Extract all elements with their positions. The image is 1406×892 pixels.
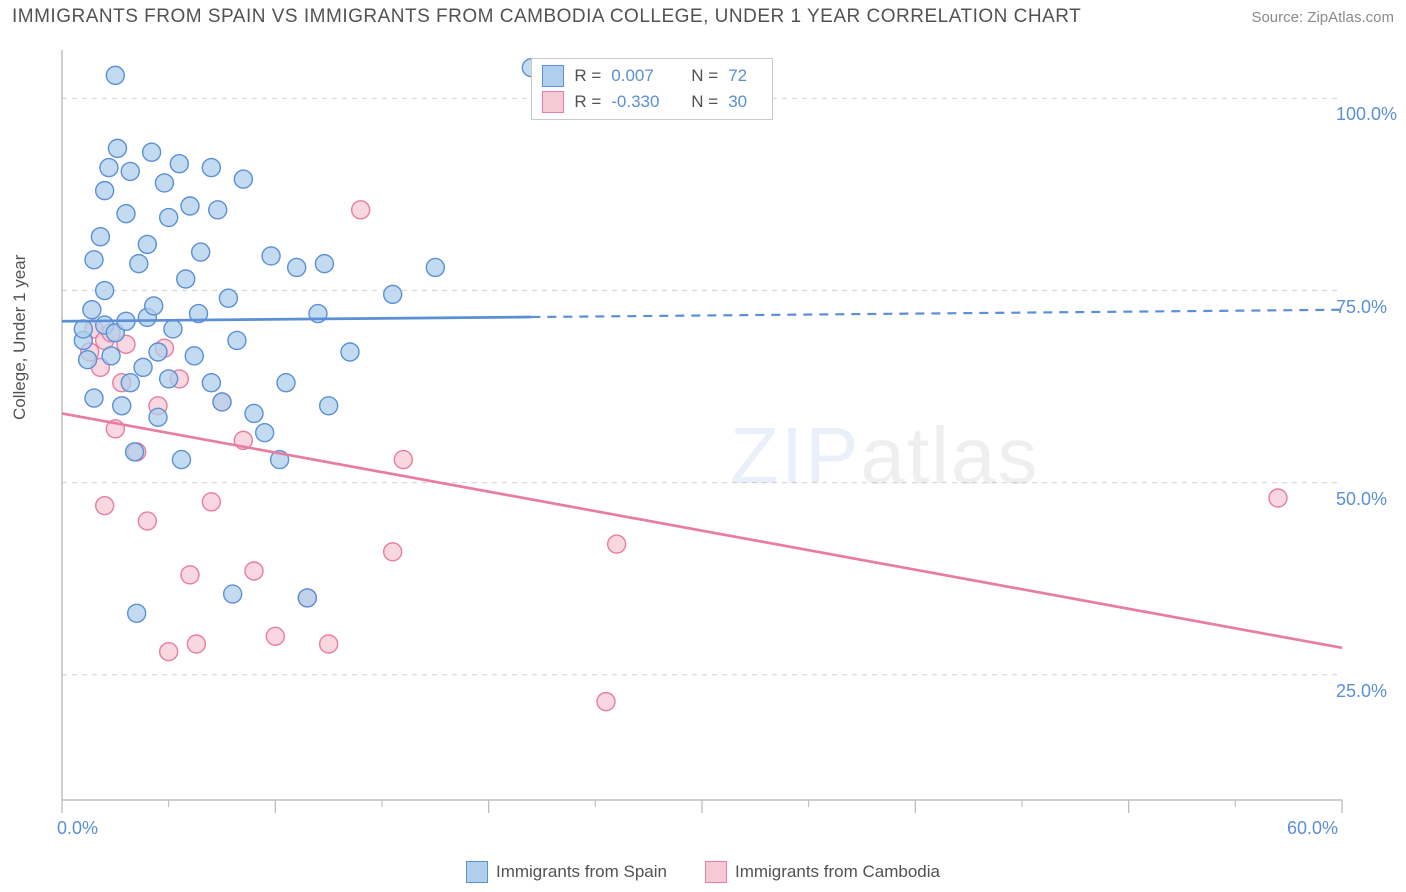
r-value: 0.007 <box>611 66 681 86</box>
r-label: R = <box>574 66 601 86</box>
y-tick-label: 100.0% <box>1336 104 1397 125</box>
y-tick-label: 50.0% <box>1336 489 1387 510</box>
n-value: 30 <box>728 92 762 112</box>
legend-cambodia: Immigrants from Cambodia <box>705 861 940 883</box>
legend-stats: R = 0.007 N = 72 R = -0.330 N = 30 <box>531 58 773 120</box>
swatch-cambodia <box>705 861 727 883</box>
x-tick-label: 60.0% <box>1287 818 1338 839</box>
y-tick-label: 25.0% <box>1336 681 1387 702</box>
r-label: R = <box>574 92 601 112</box>
x-tick-label: 0.0% <box>57 818 98 839</box>
n-label: N = <box>691 92 718 112</box>
r-value: -0.330 <box>611 92 681 112</box>
legend-bottom: Immigrants from Spain Immigrants from Ca… <box>0 861 1406 883</box>
swatch <box>542 65 564 87</box>
chart-svg <box>50 40 1350 830</box>
y-axis-label: College, Under 1 year <box>10 255 30 420</box>
legend-spain-label: Immigrants from Spain <box>496 862 667 882</box>
chart-title: IMMIGRANTS FROM SPAIN VS IMMIGRANTS FROM… <box>12 6 1081 28</box>
n-value: 72 <box>728 66 762 86</box>
source-label: Source: ZipAtlas.com <box>1251 9 1394 26</box>
header: IMMIGRANTS FROM SPAIN VS IMMIGRANTS FROM… <box>12 6 1394 28</box>
swatch <box>542 91 564 113</box>
legend-stat-row: R = -0.330 N = 30 <box>542 89 762 115</box>
legend-spain: Immigrants from Spain <box>466 861 667 883</box>
legend-stat-row: R = 0.007 N = 72 <box>542 63 762 89</box>
n-label: N = <box>691 66 718 86</box>
y-tick-label: 75.0% <box>1336 297 1387 318</box>
chart-plot-area <box>50 40 1350 830</box>
swatch-spain <box>466 861 488 883</box>
legend-cambodia-label: Immigrants from Cambodia <box>735 862 940 882</box>
